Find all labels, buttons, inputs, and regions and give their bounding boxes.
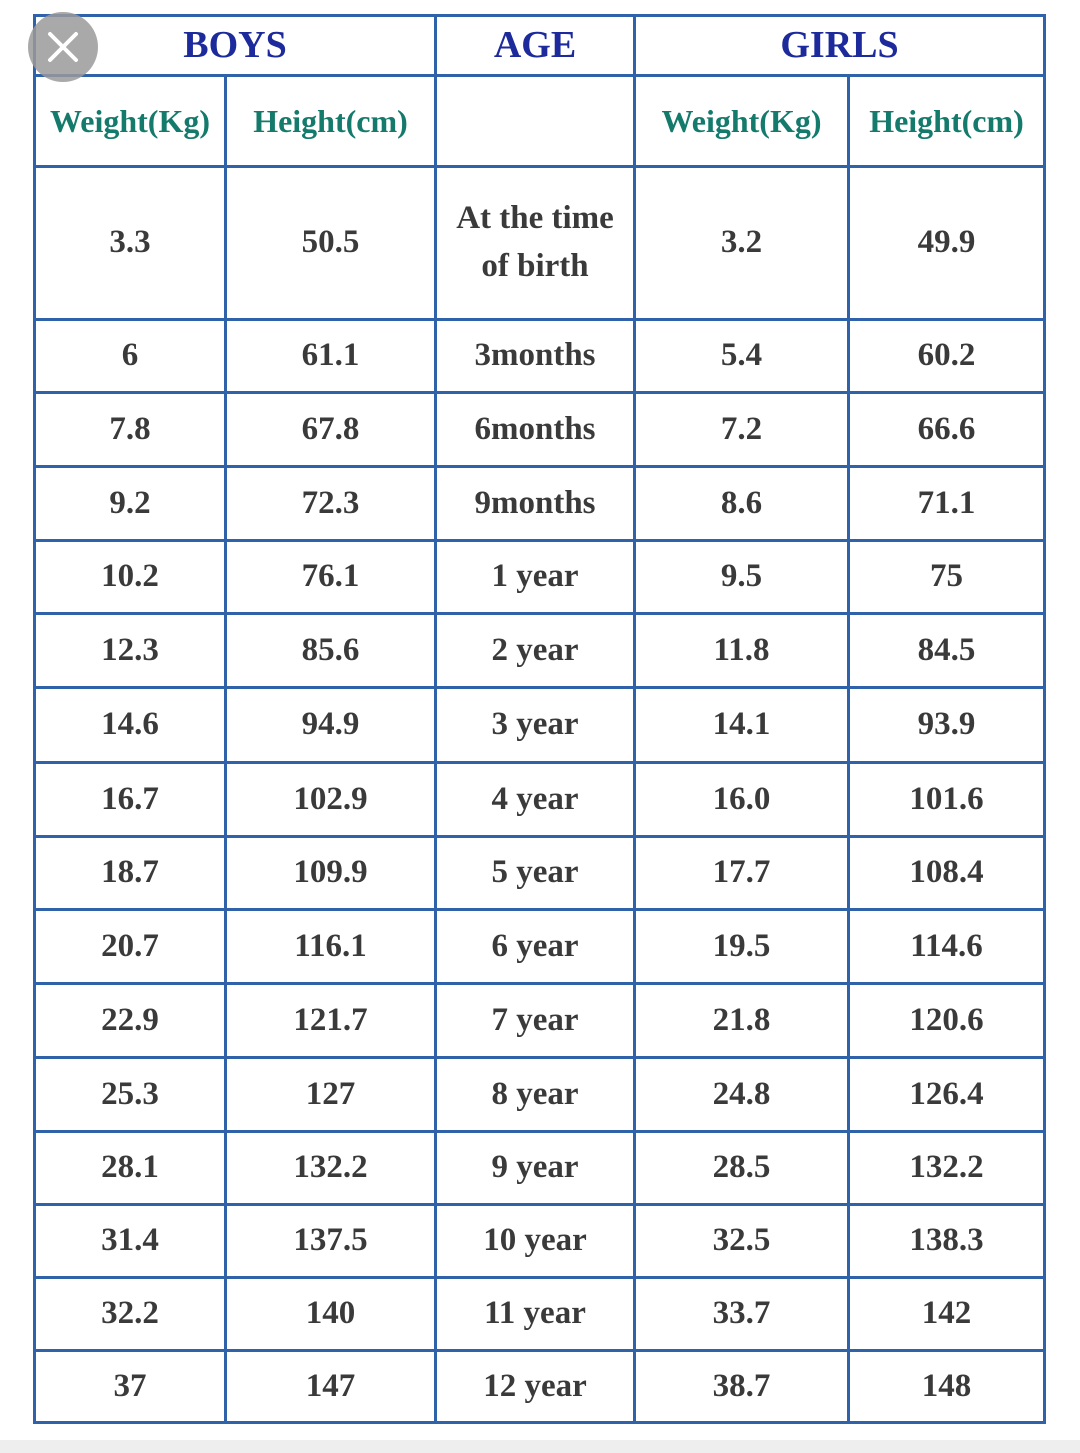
table-cell: At the time of birth xyxy=(434,165,636,321)
table-cell: 8.6 xyxy=(633,465,850,542)
table-cell: 137.5 xyxy=(224,1203,437,1279)
table-cell: 14.6 xyxy=(33,686,227,764)
table-cell: 127 xyxy=(224,1056,437,1133)
table-cell: 94.9 xyxy=(224,686,437,764)
table-cell: 9.2 xyxy=(33,465,227,542)
table-cell: 60.2 xyxy=(847,318,1046,394)
group-header: AGE xyxy=(434,14,636,77)
table-cell: 7 year xyxy=(434,982,636,1059)
table-cell: 50.5 xyxy=(224,165,437,321)
table-cell: 14.1 xyxy=(633,686,850,764)
table-cell: 37 xyxy=(33,1349,227,1424)
table-cell: 132.2 xyxy=(224,1130,437,1206)
table-cell: 3.3 xyxy=(33,165,227,321)
table-cell: 32.5 xyxy=(633,1203,850,1279)
table-cell: 6 xyxy=(33,318,227,394)
table-cell: 93.9 xyxy=(847,686,1046,764)
table-cell: 12 year xyxy=(434,1349,636,1424)
table-cell: 75 xyxy=(847,539,1046,615)
table-cell: 140 xyxy=(224,1276,437,1352)
table-cell: 38.7 xyxy=(633,1349,850,1424)
table-cell: 108.4 xyxy=(847,835,1046,911)
table-cell: 3months xyxy=(434,318,636,394)
table-cell: 49.9 xyxy=(847,165,1046,321)
table-cell: 24.8 xyxy=(633,1056,850,1133)
table-cell: 5.4 xyxy=(633,318,850,394)
table-cell: 76.1 xyxy=(224,539,437,615)
column-header: Height(cm) xyxy=(224,74,437,168)
table-cell: 102.9 xyxy=(224,761,437,838)
column-header: Weight(Kg) xyxy=(33,74,227,168)
table-cell: 8 year xyxy=(434,1056,636,1133)
table-cell: 28.1 xyxy=(33,1130,227,1206)
table-cell: 114.6 xyxy=(847,908,1046,985)
group-header: GIRLS xyxy=(633,14,1046,77)
table-cell: 2 year xyxy=(434,612,636,689)
column-header: Weight(Kg) xyxy=(633,74,850,168)
table-cell: 16.7 xyxy=(33,761,227,838)
table-cell: 28.5 xyxy=(633,1130,850,1206)
table-cell: 72.3 xyxy=(224,465,437,542)
table-cell: 3.2 xyxy=(633,165,850,321)
table-cell: 120.6 xyxy=(847,982,1046,1059)
table-cell: 6 year xyxy=(434,908,636,985)
bottom-strip xyxy=(0,1440,1080,1453)
table-cell: 67.8 xyxy=(224,391,437,468)
table-cell: 11.8 xyxy=(633,612,850,689)
table-cell: 9months xyxy=(434,465,636,542)
table-cell: 31.4 xyxy=(33,1203,227,1279)
table-cell: 116.1 xyxy=(224,908,437,985)
table-cell: 138.3 xyxy=(847,1203,1046,1279)
table-cell: 1 year xyxy=(434,539,636,615)
table-cell: 84.5 xyxy=(847,612,1046,689)
table-cell: 5 year xyxy=(434,835,636,911)
column-header: Height(cm) xyxy=(847,74,1046,168)
table-cell: 9.5 xyxy=(633,539,850,615)
table-cell: 4 year xyxy=(434,761,636,838)
table-cell: 10.2 xyxy=(33,539,227,615)
table-cell: 7.8 xyxy=(33,391,227,468)
table-cell: 121.7 xyxy=(224,982,437,1059)
table-cell: 18.7 xyxy=(33,835,227,911)
table-cell: 22.9 xyxy=(33,982,227,1059)
table-cell: 126.4 xyxy=(847,1056,1046,1133)
table-cell: 25.3 xyxy=(33,1056,227,1133)
table-cell: 19.5 xyxy=(633,908,850,985)
table-cell: 101.6 xyxy=(847,761,1046,838)
table-cell: 12.3 xyxy=(33,612,227,689)
table-cell: 3 year xyxy=(434,686,636,764)
close-button[interactable] xyxy=(28,12,98,82)
table-cell: 6months xyxy=(434,391,636,468)
table-cell: 109.9 xyxy=(224,835,437,911)
table-cell: 85.6 xyxy=(224,612,437,689)
table-cell: 21.8 xyxy=(633,982,850,1059)
table-cell: 10 year xyxy=(434,1203,636,1279)
table-cell: 17.7 xyxy=(633,835,850,911)
table-cell: 142 xyxy=(847,1276,1046,1352)
table-cell: 9 year xyxy=(434,1130,636,1206)
table-cell: 11 year xyxy=(434,1276,636,1352)
table-cell: 71.1 xyxy=(847,465,1046,542)
table-cell: 33.7 xyxy=(633,1276,850,1352)
table-cell: 147 xyxy=(224,1349,437,1424)
table-cell: 132.2 xyxy=(847,1130,1046,1206)
table-cell: 32.2 xyxy=(33,1276,227,1352)
empty-header-cell xyxy=(434,74,636,168)
table-cell: 66.6 xyxy=(847,391,1046,468)
table-cell: 61.1 xyxy=(224,318,437,394)
table-cell: 7.2 xyxy=(633,391,850,468)
table-cell: 16.0 xyxy=(633,761,850,838)
table-cell: 20.7 xyxy=(33,908,227,985)
table-cell: 148 xyxy=(847,1349,1046,1424)
